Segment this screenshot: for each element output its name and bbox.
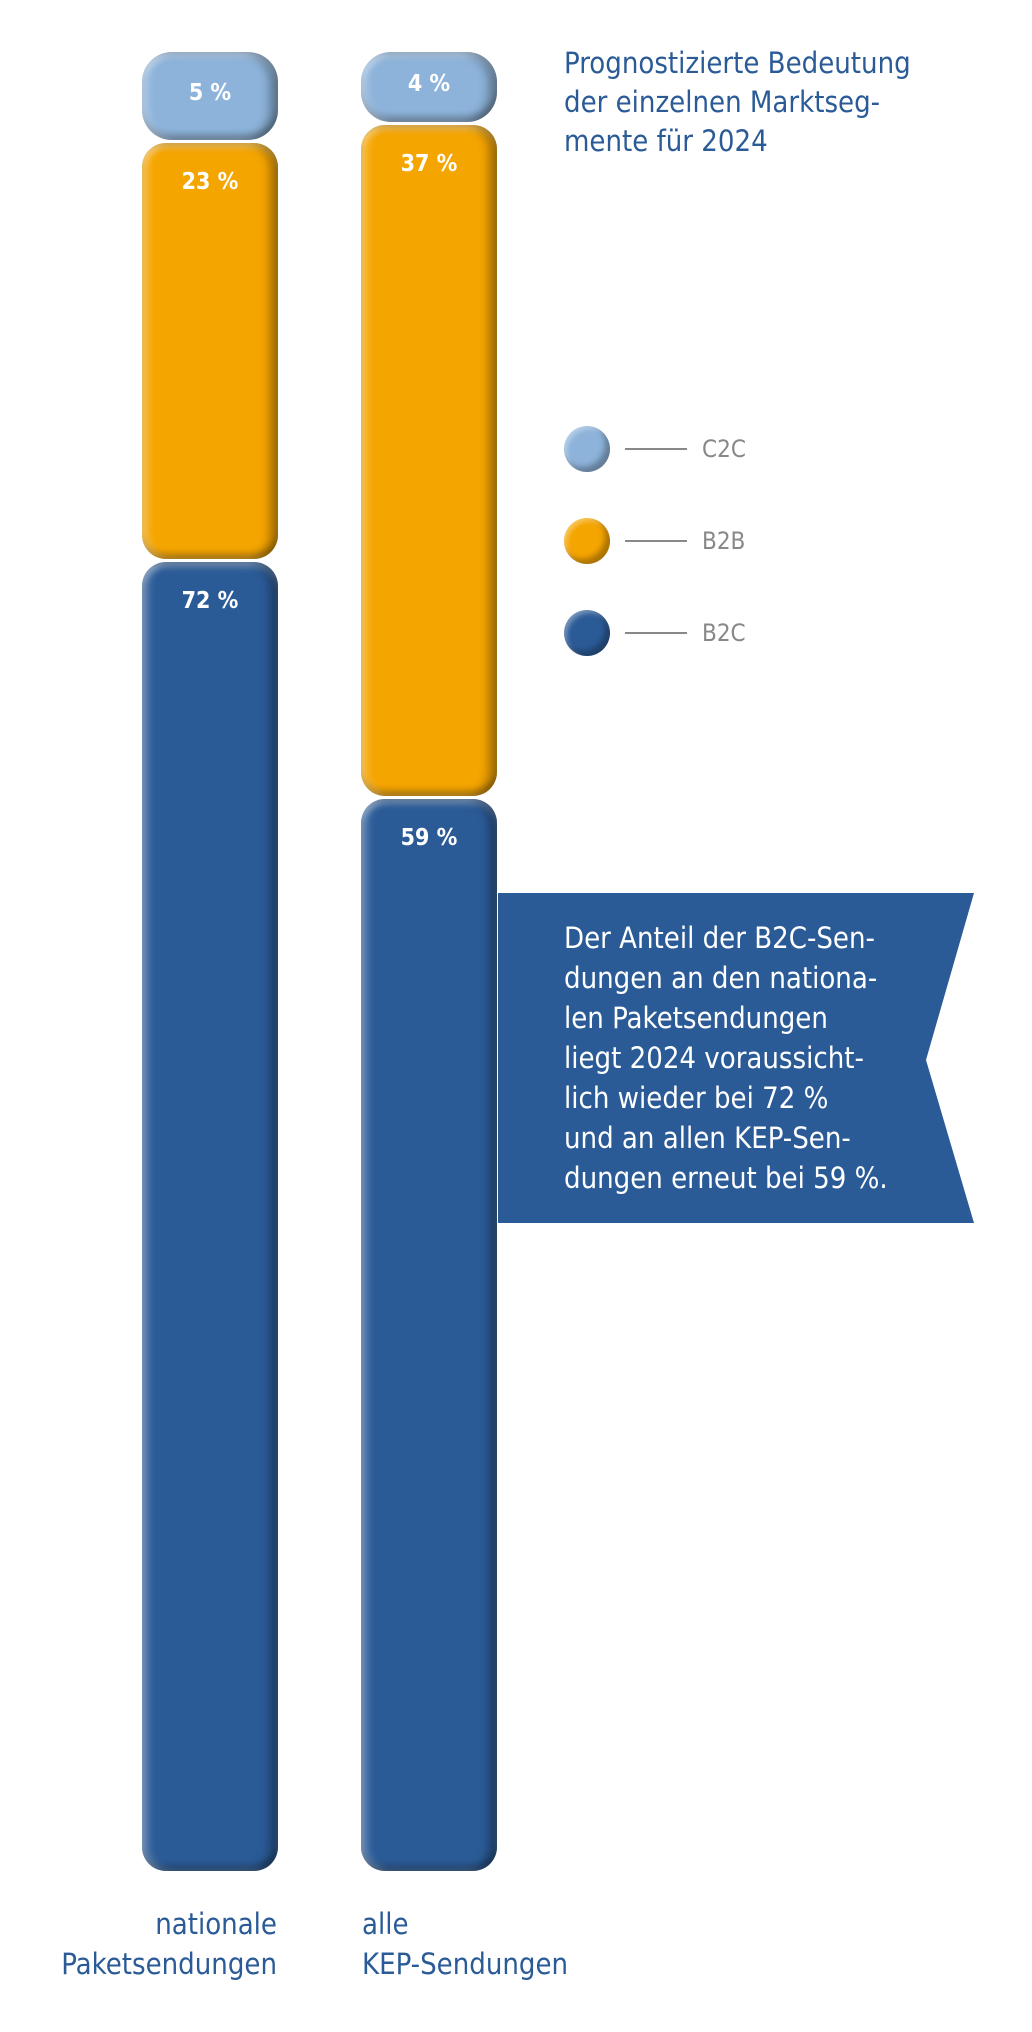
legend-line <box>625 448 687 450</box>
legend-swatch <box>564 610 610 656</box>
legend-swatch <box>564 518 610 564</box>
bar-label: 37 % <box>400 150 458 177</box>
x-label-nationale: nationale Paketsendungen <box>61 1907 277 1981</box>
callout-banner <box>498 893 974 1223</box>
bar-label: 4 % <box>407 70 451 97</box>
bar-label: 59 % <box>400 825 458 852</box>
bar-label: 23 % <box>181 169 239 196</box>
legend-item-c2c: C2C <box>564 426 746 472</box>
legend-label: B2B <box>702 527 746 555</box>
bar-b2b-1: 37 % <box>361 124 497 796</box>
bar-label: 5 % <box>188 80 232 107</box>
bar-b2b-0: 23 % <box>142 143 278 560</box>
bar-c2c-1: 4 % <box>361 52 497 122</box>
legend-item-b2b: B2B <box>564 518 745 564</box>
legend-item-b2c: B2C <box>564 610 746 656</box>
bar-c2c-0: 5 % <box>142 52 278 141</box>
x-label-kep: alle KEP-Sendungen <box>362 1907 569 1981</box>
legend-line <box>625 540 687 542</box>
callout-text: Der Anteil der B2C-Sen- dungen an den na… <box>564 921 888 1195</box>
bar-b2c-0: 72 % <box>142 562 278 1871</box>
legend-swatch <box>564 426 610 472</box>
chart-title: Prognostizierte Bedeutung der einzelnen … <box>564 46 911 158</box>
bar-b2c-1: 59 % <box>361 799 497 1871</box>
legend-label: C2C <box>702 435 746 463</box>
legend-line <box>625 632 687 634</box>
legend-label: B2C <box>702 619 746 647</box>
bar-label: 72 % <box>181 588 239 615</box>
